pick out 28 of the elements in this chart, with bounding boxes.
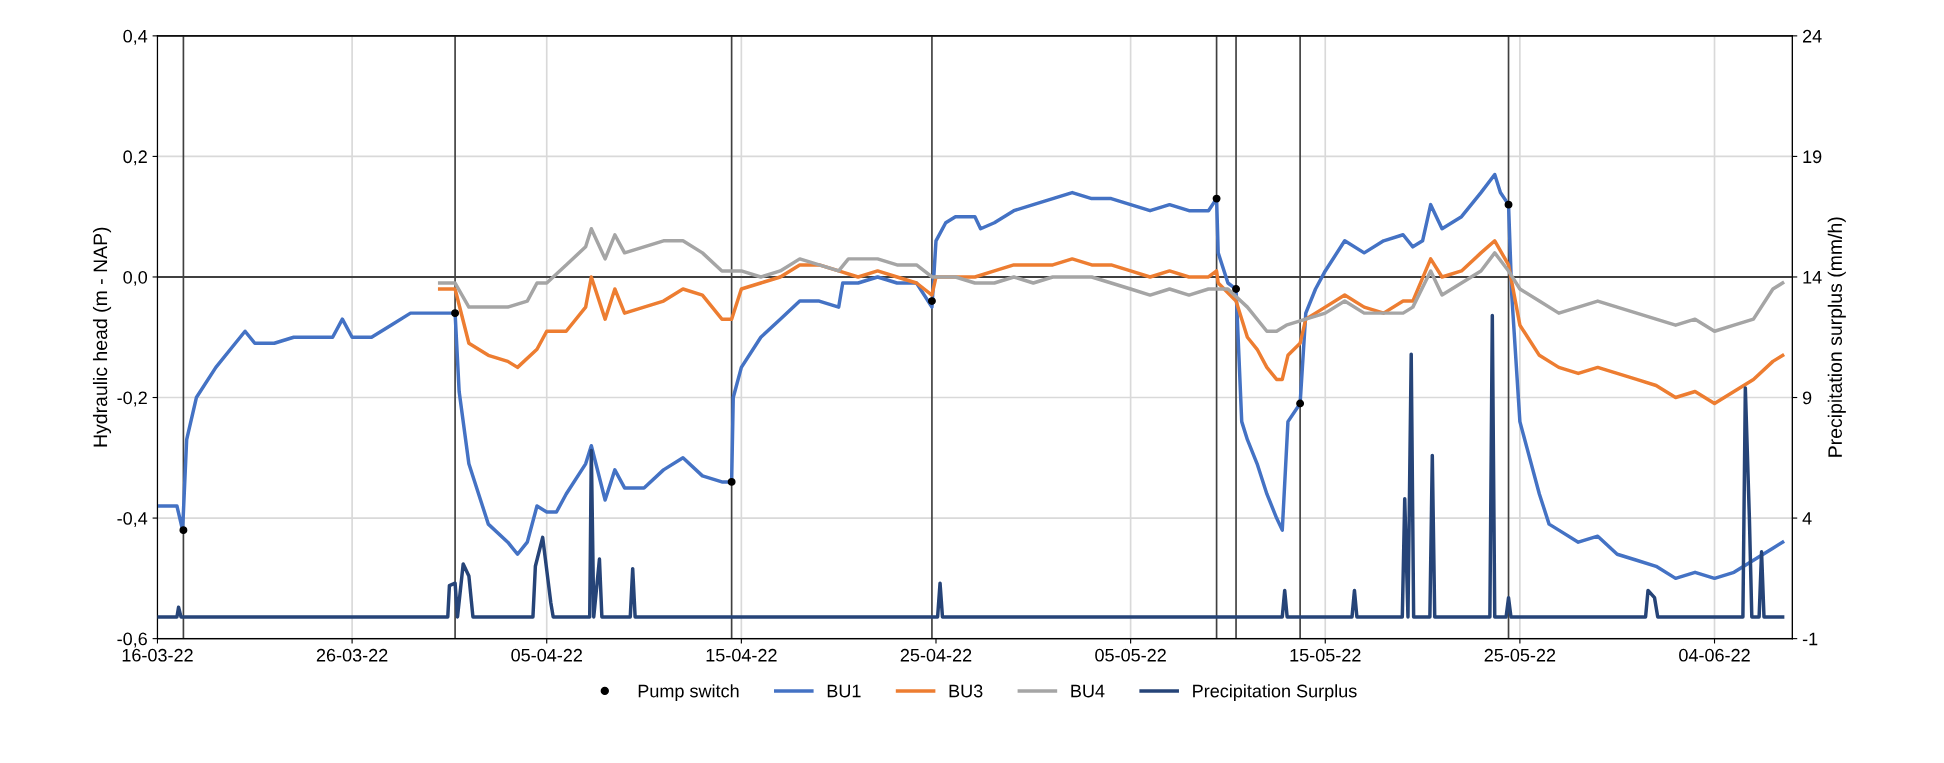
- x-tick-label: 05-04-22: [511, 648, 582, 662]
- x-tick-label: 25-04-22: [900, 648, 972, 662]
- y-tick-label: 0,0: [123, 270, 148, 286]
- y-tick-label: -0,2: [117, 391, 147, 407]
- legend-label: Precipitation Surplus: [1193, 684, 1357, 701]
- y2-axis-title: Precipitation surplus (mm/h): [1827, 217, 1846, 457]
- y2-tick-label: 24: [1803, 29, 1822, 43]
- x-tick-label: 04-06-22: [1679, 648, 1750, 662]
- x-tick-label: 05-05-22: [1095, 648, 1166, 662]
- y-axis-title: Hydraulic head (m - NAP): [92, 227, 112, 447]
- x-tick-label: 25-05-22: [1484, 648, 1556, 662]
- y2-tick-label: 4: [1802, 512, 1812, 525]
- y-tick-label: -0,6: [117, 632, 147, 648]
- y-tick-label: 0,4: [123, 29, 148, 45]
- y-tick-label: -0,4: [117, 512, 148, 527]
- x-tick-label: 26-03-22: [316, 648, 388, 662]
- y2-tick-label: 9: [1802, 391, 1812, 405]
- x-tick-label: 15-04-22: [706, 648, 777, 662]
- y2-tick-label: -1: [1802, 632, 1818, 646]
- y-tick-label: 0,2: [123, 150, 147, 166]
- x-tick-label: 16-03-22: [122, 648, 193, 662]
- legend-label: BU3: [949, 684, 983, 698]
- y2-tick-label: 14: [1803, 271, 1822, 284]
- legend-label: Pump switch: [638, 684, 739, 701]
- legend-label: BU1: [827, 684, 861, 698]
- y2-tick-label: 19: [1803, 150, 1822, 164]
- x-tick-label: 15-05-22: [1290, 648, 1361, 662]
- legend-label: BU4: [1071, 684, 1105, 698]
